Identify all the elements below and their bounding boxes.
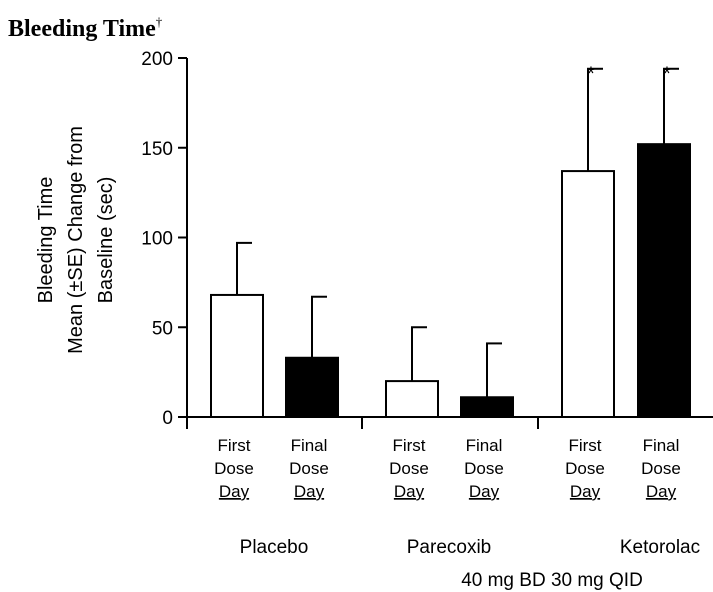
dose-note: 40 mg BD 30 mg QID bbox=[461, 570, 643, 591]
group-label: Parecoxib bbox=[407, 537, 492, 558]
category-label-line: Final bbox=[643, 436, 680, 455]
group-label: Ketorolac bbox=[620, 537, 700, 558]
y-axis-label-line: Mean (±SE) Change from bbox=[65, 126, 87, 354]
bar bbox=[637, 143, 691, 418]
group-label: Placebo bbox=[240, 537, 309, 558]
category-label-line: Day bbox=[469, 482, 500, 501]
bar bbox=[285, 356, 339, 419]
axes: 0 50 100 150 200 bbox=[141, 49, 713, 429]
significance-mark: * bbox=[663, 64, 671, 85]
y-tick-label: 0 bbox=[162, 408, 173, 429]
category-label-line: Dose bbox=[464, 459, 504, 478]
category-label-line: Day bbox=[219, 482, 250, 501]
category-labels: First Dose Day Final Dose Day Placebo First Dose… bbox=[214, 436, 700, 558]
category-label-line: Dose bbox=[389, 459, 429, 478]
category-label-line: Day bbox=[294, 482, 325, 501]
significance-mark: * bbox=[587, 64, 595, 85]
category-label-line: Dose bbox=[289, 459, 329, 478]
category-label-line: Dose bbox=[565, 459, 605, 478]
chart-title-text: Bleeding Time bbox=[8, 16, 156, 42]
category-label-line: Day bbox=[394, 482, 425, 501]
category-label-line: Final bbox=[466, 436, 503, 455]
y-axis-label: Bleeding Time Mean (±SE) Change from Basel… bbox=[35, 126, 117, 354]
category-label-line: Day bbox=[646, 482, 677, 501]
chart-title-mark: † bbox=[156, 14, 163, 29]
category-label-line: Final bbox=[291, 436, 328, 455]
bars: * * bbox=[210, 64, 691, 419]
y-tick-label: 200 bbox=[141, 49, 173, 70]
category-label-line: First bbox=[568, 436, 601, 455]
category-label-line: First bbox=[217, 436, 250, 455]
y-tick-label: 100 bbox=[141, 229, 173, 250]
y-axis-label-line: Baseline (sec) bbox=[95, 177, 117, 304]
category-label-line: Dose bbox=[214, 459, 254, 478]
bar bbox=[561, 170, 615, 418]
chart-title: Bleeding Time† bbox=[8, 14, 163, 42]
bar bbox=[210, 293, 264, 418]
y-tick-label: 50 bbox=[152, 318, 173, 339]
y-axis-label-line: Bleeding Time bbox=[35, 177, 57, 304]
category-label-line: Dose bbox=[641, 459, 681, 478]
bar bbox=[460, 396, 514, 419]
category-label-line: Day bbox=[570, 482, 601, 501]
bar bbox=[385, 380, 439, 419]
y-tick-label: 150 bbox=[141, 139, 173, 160]
category-label-line: First bbox=[392, 436, 425, 455]
